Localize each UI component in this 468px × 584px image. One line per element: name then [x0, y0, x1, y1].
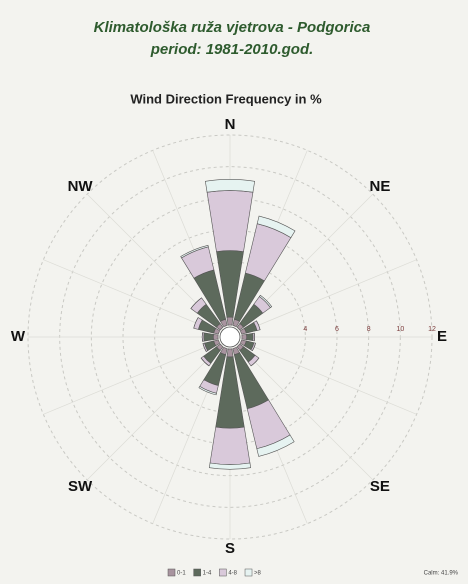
wind-sector — [256, 320, 261, 330]
r-tick-label: 6 — [335, 326, 339, 333]
title: Klimatološka ruža vjetrova - Podgorica — [94, 19, 371, 36]
spoke — [229, 336, 417, 415]
r-tick-label: 10 — [396, 326, 404, 333]
direction-label: NE — [369, 178, 390, 195]
wind-sector — [256, 215, 296, 239]
subtitle: period: 1981-2010.god. — [150, 41, 314, 58]
wind-sector — [190, 297, 202, 309]
spoke — [43, 336, 231, 415]
wind-sector — [202, 343, 207, 352]
calm-label: Calm: 41.9% — [424, 571, 459, 577]
wind-sector — [241, 334, 248, 340]
chart-title: Wind Direction Frequency in % — [130, 91, 322, 106]
legend-label: 1-4 — [203, 571, 212, 577]
direction-label: NW — [68, 178, 94, 195]
wind-sector — [209, 426, 251, 465]
legend-label: >8 — [254, 571, 262, 577]
wind-sector — [208, 462, 252, 470]
wind-sector — [198, 385, 217, 396]
legend-swatch — [219, 568, 227, 577]
legend-swatch — [244, 568, 253, 577]
direction-label: SE — [370, 478, 390, 495]
direction-label: W — [11, 328, 26, 345]
r-tick-label: 4 — [303, 326, 307, 333]
r-tick-label: 12 — [428, 326, 436, 333]
wind-sector — [204, 179, 256, 193]
direction-label: E — [437, 328, 447, 345]
direction-label: N — [225, 116, 236, 133]
legend-swatch — [193, 568, 201, 577]
wind-sector — [258, 294, 273, 309]
wind-sector — [212, 334, 219, 340]
legend-label: 4-8 — [228, 571, 237, 577]
center-hole — [219, 326, 241, 348]
legend-swatch — [167, 568, 176, 577]
wind-sector — [256, 434, 295, 457]
direction-label: SW — [68, 478, 93, 495]
direction-label: S — [225, 540, 235, 557]
wind-sector — [246, 333, 254, 341]
wind-sector — [226, 348, 234, 358]
wind-sector — [180, 244, 209, 259]
wind-sector — [226, 316, 234, 326]
wind-sector — [203, 332, 214, 342]
r-tick-label: 8 — [367, 326, 371, 333]
legend-label: 0-1 — [177, 571, 186, 577]
spoke — [229, 259, 417, 338]
